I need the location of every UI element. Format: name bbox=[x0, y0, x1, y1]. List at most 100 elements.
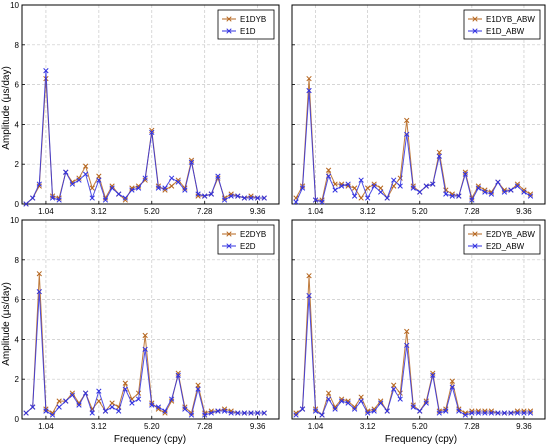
data-point-x-marker bbox=[235, 410, 241, 416]
data-point-x-marker bbox=[306, 87, 312, 94]
data-point-x-marker bbox=[456, 408, 462, 414]
legend-marker-1 bbox=[226, 231, 232, 237]
legend-marker-1 bbox=[472, 16, 478, 22]
legend-marker-2 bbox=[226, 28, 232, 34]
data-point-x-marker bbox=[456, 406, 462, 412]
data-point-x-marker bbox=[443, 406, 449, 412]
legend-label-2: E1D_ABW bbox=[486, 27, 525, 36]
legend-box bbox=[463, 9, 541, 40]
data-point-x-marker bbox=[135, 185, 142, 191]
data-point-x-marker bbox=[332, 406, 338, 412]
data-point-x-marker bbox=[129, 400, 135, 406]
data-point-x-marker bbox=[109, 183, 115, 189]
data-point-x-marker bbox=[261, 195, 267, 201]
data-point-x-marker bbox=[43, 408, 49, 414]
data-point-x-marker bbox=[228, 193, 234, 199]
data-point-x-marker bbox=[195, 191, 201, 197]
series-line-1 bbox=[25, 273, 265, 414]
data-point-x-marker bbox=[443, 187, 449, 193]
data-point-x-marker bbox=[358, 394, 364, 400]
data-point-x-marker bbox=[30, 404, 36, 410]
data-point-x-marker bbox=[410, 185, 416, 191]
legend-label-2: E1D bbox=[240, 27, 256, 36]
data-point-x-marker bbox=[142, 177, 148, 183]
data-point-x-marker bbox=[182, 187, 188, 193]
y-tick-label: 4 bbox=[15, 120, 20, 129]
legend-marker-2 bbox=[472, 243, 478, 249]
data-point-x-marker bbox=[129, 187, 135, 193]
data-point-x-marker bbox=[469, 197, 475, 203]
data-point-x-marker bbox=[514, 410, 521, 416]
legend-label-2: E2D bbox=[240, 242, 256, 251]
y-tick-label: 10 bbox=[10, 216, 19, 225]
data-point-x-marker bbox=[325, 167, 332, 173]
data-point-x-marker bbox=[293, 410, 299, 416]
data-point-x-marker bbox=[378, 400, 384, 406]
data-point-x-marker bbox=[69, 181, 76, 187]
data-point-x-marker bbox=[122, 386, 128, 392]
data-point-x-marker bbox=[248, 195, 254, 201]
x-tick-label: 7.28 bbox=[197, 422, 213, 431]
y-axis-label: Amplitude (μs/day) bbox=[1, 66, 12, 150]
data-point-x-marker bbox=[261, 410, 267, 416]
data-point-x-marker bbox=[475, 183, 482, 189]
panel-bottom-left: Amplitude (μs/day) Frequency (cpy) 1.04 3… bbox=[1, 216, 280, 445]
y-tick-label: 4 bbox=[15, 335, 20, 344]
data-point-x-marker bbox=[364, 195, 371, 201]
panel-top-left: Amplitude (μs/day) 1.04 3.12 5.20 7.28 9.36 0… bbox=[1, 1, 280, 216]
data-point-x-marker bbox=[109, 404, 115, 410]
x-tick-label: 3.12 bbox=[360, 422, 376, 431]
data-point-x-marker bbox=[371, 408, 377, 414]
data-point-x-marker bbox=[430, 370, 436, 376]
data-point-x-marker bbox=[469, 410, 475, 416]
data-point-x-marker bbox=[423, 183, 429, 189]
legend-marker-2 bbox=[472, 28, 478, 34]
data-point-x-marker bbox=[527, 193, 534, 199]
data-point-x-marker bbox=[102, 408, 109, 414]
data-point-x-marker bbox=[202, 412, 208, 418]
data-point-x-marker bbox=[63, 398, 69, 404]
data-point-x-marker bbox=[299, 406, 306, 412]
x-tick-label: 3.12 bbox=[91, 422, 107, 431]
data-point-x-marker bbox=[175, 179, 181, 185]
data-point-x-marker bbox=[404, 131, 410, 138]
data-point-x-marker bbox=[391, 386, 397, 392]
data-point-x-marker bbox=[56, 197, 62, 203]
data-point-x-marker bbox=[449, 378, 455, 384]
data-point-x-marker bbox=[488, 410, 495, 416]
panel-top-right: 1.04 3.12 5.20 7.28 9.36 E1DYB_ABW E1D_ABW bbox=[291, 4, 546, 216]
data-point-x-marker bbox=[364, 410, 371, 416]
series-line-2 bbox=[25, 291, 265, 416]
data-point-x-marker bbox=[122, 195, 128, 201]
data-point-x-marker bbox=[23, 410, 29, 416]
data-point-x-marker bbox=[155, 404, 162, 410]
x-tick-label: 5.20 bbox=[412, 207, 428, 216]
data-point-x-marker bbox=[430, 372, 436, 378]
data-point-x-marker bbox=[76, 175, 82, 181]
data-point-x-marker bbox=[248, 410, 254, 416]
x-tick-label: 1.04 bbox=[308, 422, 324, 431]
data-point-x-marker bbox=[443, 191, 449, 197]
data-point-x-marker bbox=[96, 388, 102, 394]
data-point-x-marker bbox=[49, 412, 56, 418]
data-point-x-marker bbox=[208, 191, 214, 197]
plot-frame bbox=[291, 4, 546, 205]
data-point-x-marker bbox=[82, 390, 89, 396]
data-point-x-marker bbox=[378, 185, 384, 191]
data-point-x-marker bbox=[351, 185, 358, 191]
series-line-2 bbox=[25, 70, 265, 205]
data-point-x-marker bbox=[116, 191, 122, 197]
x-tick-label: 9.36 bbox=[250, 422, 266, 431]
data-point-x-marker bbox=[338, 398, 345, 404]
data-point-x-marker bbox=[397, 390, 403, 396]
data-point-x-marker bbox=[358, 398, 364, 404]
data-point-x-marker bbox=[527, 410, 534, 416]
x-tick-label: 7.28 bbox=[464, 422, 480, 431]
data-point-x-marker bbox=[293, 412, 299, 418]
y-tick-label: 6 bbox=[15, 296, 20, 305]
data-point-x-marker bbox=[475, 185, 482, 191]
data-point-x-marker bbox=[149, 129, 155, 136]
data-point-x-marker bbox=[384, 195, 390, 201]
data-point-x-marker bbox=[76, 402, 82, 408]
data-point-x-marker bbox=[162, 408, 168, 414]
